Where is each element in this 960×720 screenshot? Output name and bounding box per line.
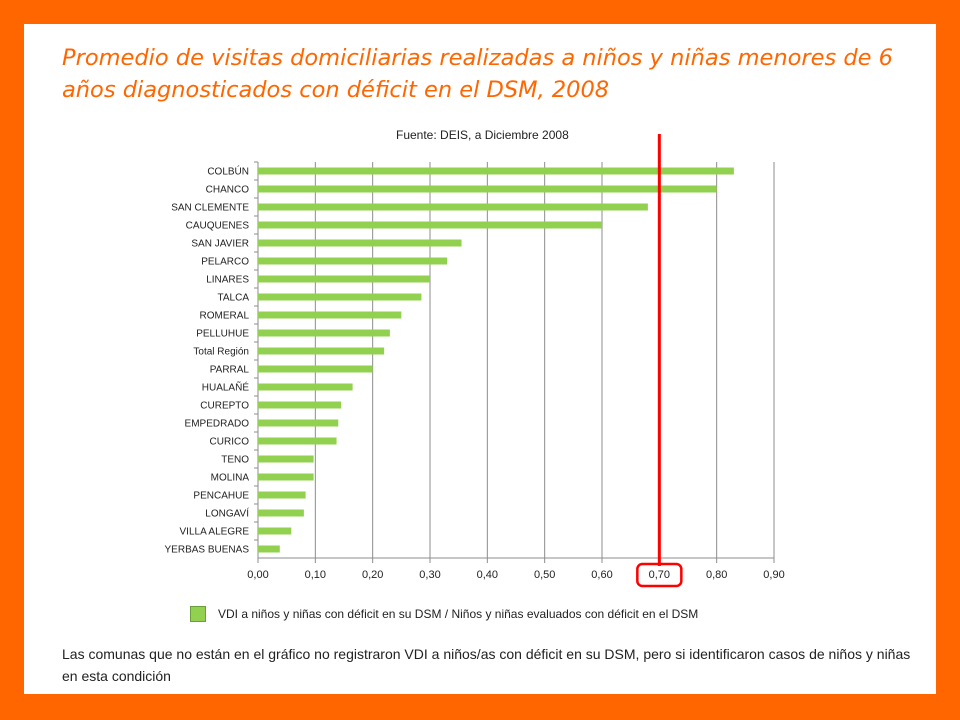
category-label: YERBAS BUENAS <box>165 545 250 556</box>
category-label: EMPEDRADO <box>185 419 250 430</box>
category-label: TENO <box>221 455 249 466</box>
category-label: Total Región <box>193 347 249 358</box>
bar-chart: COLBÚN CHANCO SAN CLEMENTE CAUQUENES SAN JAV… <box>165 134 785 588</box>
bar <box>258 491 306 499</box>
category-label: COLBÚN <box>207 165 249 178</box>
x-tick-label: 0,10 <box>305 569 326 581</box>
bar <box>258 293 422 301</box>
bar <box>258 311 402 319</box>
x-tick-label: 0,40 <box>477 569 498 581</box>
category-label: CURICO <box>210 437 250 448</box>
x-tick-label: 0,20 <box>362 569 383 581</box>
category-label: MOLINA <box>211 473 250 484</box>
x-tick-label: 0,30 <box>419 569 440 581</box>
slide-panel <box>24 24 936 694</box>
bar <box>258 239 462 247</box>
bar <box>258 545 280 553</box>
bar <box>258 437 337 445</box>
category-label: HUALAÑÉ <box>202 381 250 394</box>
bar <box>258 473 314 481</box>
chart-source: Fuente: DEIS, a Diciembre 2008 <box>396 128 569 142</box>
footnote: Las comunas que no están en el gráfico n… <box>62 646 911 684</box>
bar <box>258 275 430 283</box>
x-tick-label: 0,80 <box>706 569 727 581</box>
category-label: PELARCO <box>201 257 249 268</box>
category-label: LINARES <box>206 275 249 286</box>
bar <box>258 383 353 391</box>
bar <box>258 509 304 517</box>
bar <box>258 401 342 409</box>
x-tick-label: 0,60 <box>591 569 612 581</box>
category-label: PARRAL <box>210 365 250 376</box>
x-tick-label: 0,70 <box>649 569 670 581</box>
x-tick-label: 0,00 <box>247 569 268 581</box>
bar <box>258 257 448 265</box>
y-axis-labels: COLBÚN CHANCO SAN CLEMENTE CAUQUENES SAN JAV… <box>165 165 250 556</box>
bar <box>258 167 734 175</box>
x-tick-label: 0,50 <box>534 569 555 581</box>
category-label: TALCA <box>218 293 250 304</box>
x-tick-label: 0,90 <box>763 569 784 581</box>
category-label: PELLUHUE <box>196 329 249 340</box>
bar <box>258 329 390 337</box>
x-axis-labels: 0,00 0,10 0,20 0,30 0,40 0,50 0,60 0,70 0,80 0,90 <box>247 569 784 581</box>
category-label: PENCAHUE <box>193 491 249 502</box>
category-label: SAN JAVIER <box>191 239 249 250</box>
category-label: ROMERAL <box>200 311 250 322</box>
bar <box>258 221 602 229</box>
category-label: CUREPTO <box>200 401 249 412</box>
bar <box>258 527 292 535</box>
legend-swatch <box>190 606 206 622</box>
category-label: CHANCO <box>206 185 250 196</box>
bar <box>258 455 314 463</box>
category-label: CAUQUENES <box>186 221 250 232</box>
bar <box>258 365 373 373</box>
bar <box>258 185 717 193</box>
chart-bars <box>258 167 734 553</box>
category-label: VILLA ALEGRE <box>180 527 250 538</box>
legend-label: VDI a niños y niñas con déficit en su DS… <box>218 607 699 621</box>
slide-title: Promedio de visitas domiciliarias realiz… <box>62 45 893 103</box>
category-label: SAN CLEMENTE <box>171 203 249 214</box>
chart-annotations <box>636 134 683 588</box>
bar <box>258 419 339 427</box>
highlight-box <box>636 562 683 588</box>
category-label: LONGAVÍ <box>205 507 249 520</box>
bar <box>258 347 385 355</box>
bar <box>258 203 648 211</box>
